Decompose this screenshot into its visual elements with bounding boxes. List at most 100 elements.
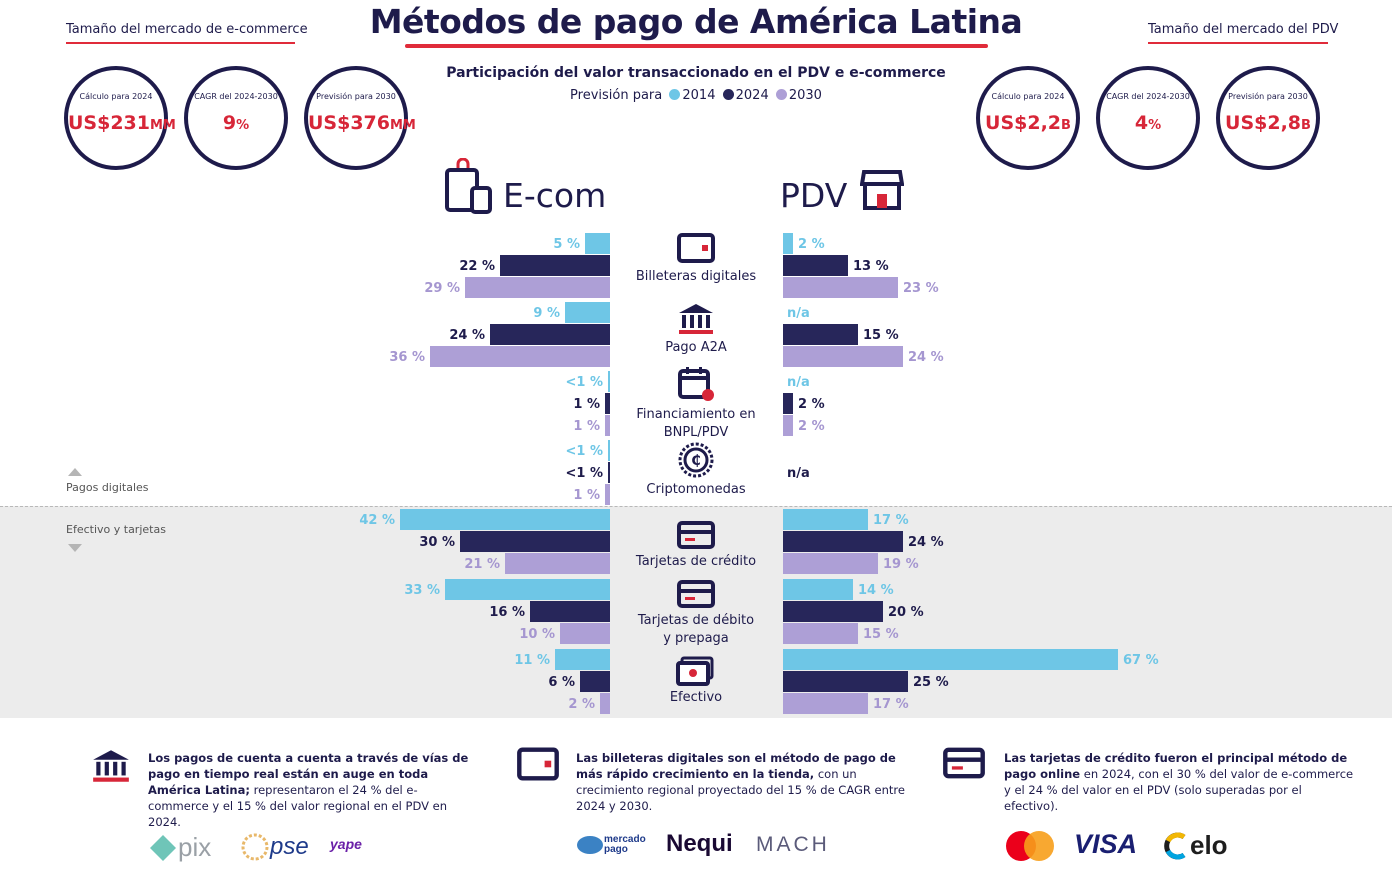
category-label: Pago A2A [665, 340, 727, 355]
category-billeteras: Billeteras digitales [596, 232, 796, 292]
ecom-bar-label: 16 % [489, 605, 525, 620]
pdv-bar-2030 [783, 415, 793, 436]
yape-logo: yape [330, 836, 362, 852]
category-cripto: ₵ Criptomonedas [596, 442, 796, 502]
pdv-bar-label: 15 % [863, 328, 899, 343]
pdv-bar-2024 [783, 255, 848, 276]
chart-legend: Previsión para 2014 2024 2030 [0, 88, 1392, 103]
ecom-bar-2030 [560, 623, 610, 644]
footer-note-credit: Las tarjetas de crédito fueron el princi… [1004, 750, 1354, 814]
pdv-bar-label: 2 % [798, 237, 825, 252]
pdv-bar-label: 19 % [883, 557, 919, 572]
footer-text: con un crecimiento regional proyectado d… [576, 767, 905, 813]
mach-logo: MACH [756, 833, 830, 856]
stat-label: Previsión para 2030 [1228, 92, 1308, 101]
ecom-bar-label: 1 % [573, 488, 600, 503]
ecom-bar-label: 9 % [533, 306, 560, 321]
ecom-bar-label: 5 % [553, 237, 580, 252]
pdv-bar-label: 17 % [873, 697, 909, 712]
pdv-bar-2024 [783, 671, 908, 692]
calendar-icon [678, 367, 714, 401]
pse-logo: pse [240, 832, 309, 862]
ecom-bar-label: <1 % [566, 466, 604, 481]
stat-value: US$231MM [68, 112, 176, 134]
stat-label: CAGR del 2024-2030 [194, 92, 278, 101]
ecom-bar-2024 [500, 255, 610, 276]
legend-item-2030: 2030 [788, 88, 822, 103]
nequi-logo: Nequi [666, 830, 733, 857]
ecom-bar-2030 [505, 553, 610, 574]
ecom-bar-2024 [605, 393, 610, 414]
category-bnpl: Financiamiento en BNPL/PDV [596, 366, 796, 440]
category-label: Criptomonedas [646, 482, 746, 497]
pdv-market-underline [1148, 42, 1328, 44]
ecom-bar-label: <1 % [566, 444, 604, 459]
pdv-bar-2024 [783, 531, 903, 552]
cash-icon [676, 656, 714, 686]
pdv-bar-label: 24 % [908, 535, 944, 550]
ecom-bar-label: 11 % [514, 653, 550, 668]
elo-ring-icon [1164, 832, 1186, 859]
stat-label: Cálculo para 2024 [991, 92, 1065, 101]
pse-circle-icon [241, 833, 269, 861]
pdv-bar-2030 [783, 623, 858, 644]
category-credito: Tarjetas de crédito [596, 520, 796, 570]
ecom-bar-label: 21 % [464, 557, 500, 572]
footer-bold: Los pagos de cuenta a cuenta a través de… [148, 751, 469, 797]
ecom-bar-label: 42 % [359, 513, 395, 528]
ecom-bar-2014 [445, 579, 610, 600]
stat-value: US$2,8B [1225, 112, 1311, 134]
ecom-bar-2014 [555, 649, 610, 670]
ecom-bar-label: 36 % [389, 350, 425, 365]
ecom-market-underline [66, 42, 295, 44]
pdv-bar-2014 [783, 579, 853, 600]
ecom-stat-2030: Previsión para 2030 US$376MM [304, 66, 416, 170]
pdv-bar-label: 67 % [1123, 653, 1159, 668]
footer-bold: Las tarjetas de crédito fueron el princi… [1004, 751, 1348, 781]
ecom-bar-2030 [605, 484, 610, 505]
ecom-bar-2024 [608, 462, 610, 483]
stat-label: Cálculo para 2024 [79, 92, 153, 101]
pdv-na-label: n/a [787, 466, 810, 481]
stat-value: US$376MM [308, 112, 416, 134]
ecom-bar-2014 [565, 302, 610, 323]
ecom-bar-2030 [465, 277, 610, 298]
ecom-bar-label: 2 % [568, 697, 595, 712]
category-a2a: Pago A2A [596, 302, 796, 362]
store-icon [860, 170, 904, 210]
stat-value: 4% [1134, 112, 1162, 134]
pdv-bar-label: 2 % [798, 419, 825, 434]
ecom-bar-2024 [580, 671, 610, 692]
legend-item-2024: 2024 [735, 88, 769, 103]
ecom-bar-2030 [605, 415, 610, 436]
title-underline [405, 44, 988, 48]
pdv-bar-label: 23 % [903, 281, 939, 296]
footer-text: en 2024, con el 30 % del valor de e-comm… [1004, 767, 1354, 813]
category-label: Financiamiento en BNPL/PDV [636, 407, 756, 440]
category-label: Tarjetas de débito y prepaga [637, 613, 755, 646]
wallet-icon [517, 747, 559, 781]
legend-prefix: Previsión para [570, 88, 663, 103]
pdv-bar-2014 [783, 649, 1118, 670]
ecom-bar-2024 [490, 324, 610, 345]
stat-label: CAGR del 2024-2030 [1106, 92, 1190, 101]
pdv-bar-2030 [783, 277, 898, 298]
stat-value: US$2,2B [985, 112, 1071, 134]
pdv-market-title: Tamaño del mercado del PDV [1148, 22, 1339, 37]
pdv-bar-2024 [783, 601, 883, 622]
ecom-bar-label: 30 % [419, 535, 455, 550]
handshake-icon [577, 835, 603, 854]
pdv-na-label: n/a [787, 375, 810, 390]
pdv-stat-2024: Cálculo para 2024 US$2,2B [976, 66, 1080, 170]
crypto-coin-icon: ₵ [678, 442, 714, 478]
ecom-stat-cagr: CAGR del 2024-2030 9% [184, 66, 288, 170]
pdv-bar-label: 13 % [853, 259, 889, 274]
ecom-bar-2024 [530, 601, 610, 622]
pdv-bar-label: 25 % [913, 675, 949, 690]
triangle-down-icon [68, 544, 82, 552]
pdv-bar-2030 [783, 693, 868, 714]
ecom-bar-2014 [400, 509, 610, 530]
legend-swatch-2014 [669, 89, 681, 100]
footer-text: representaron el 24 % del e-commerce y e… [148, 783, 448, 829]
ecom-bar-label: 6 % [548, 675, 575, 690]
